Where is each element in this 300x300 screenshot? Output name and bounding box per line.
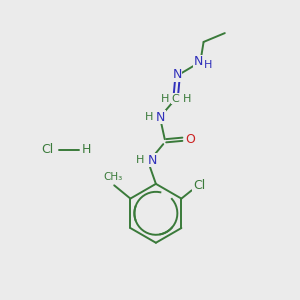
Text: Cl: Cl [193, 179, 205, 192]
Text: H: H [183, 94, 191, 104]
Text: O: O [185, 133, 195, 146]
Text: H: H [82, 143, 92, 157]
Text: N: N [194, 55, 203, 68]
Text: H: H [204, 60, 212, 70]
Text: H: H [145, 112, 154, 122]
Text: C: C [172, 94, 179, 104]
Text: N: N [156, 110, 165, 124]
Text: CH₃: CH₃ [103, 172, 122, 182]
Text: H: H [160, 94, 169, 104]
Text: Cl: Cl [41, 143, 53, 157]
Text: N: N [147, 154, 157, 167]
Text: H: H [136, 155, 145, 165]
Text: N: N [172, 68, 182, 81]
